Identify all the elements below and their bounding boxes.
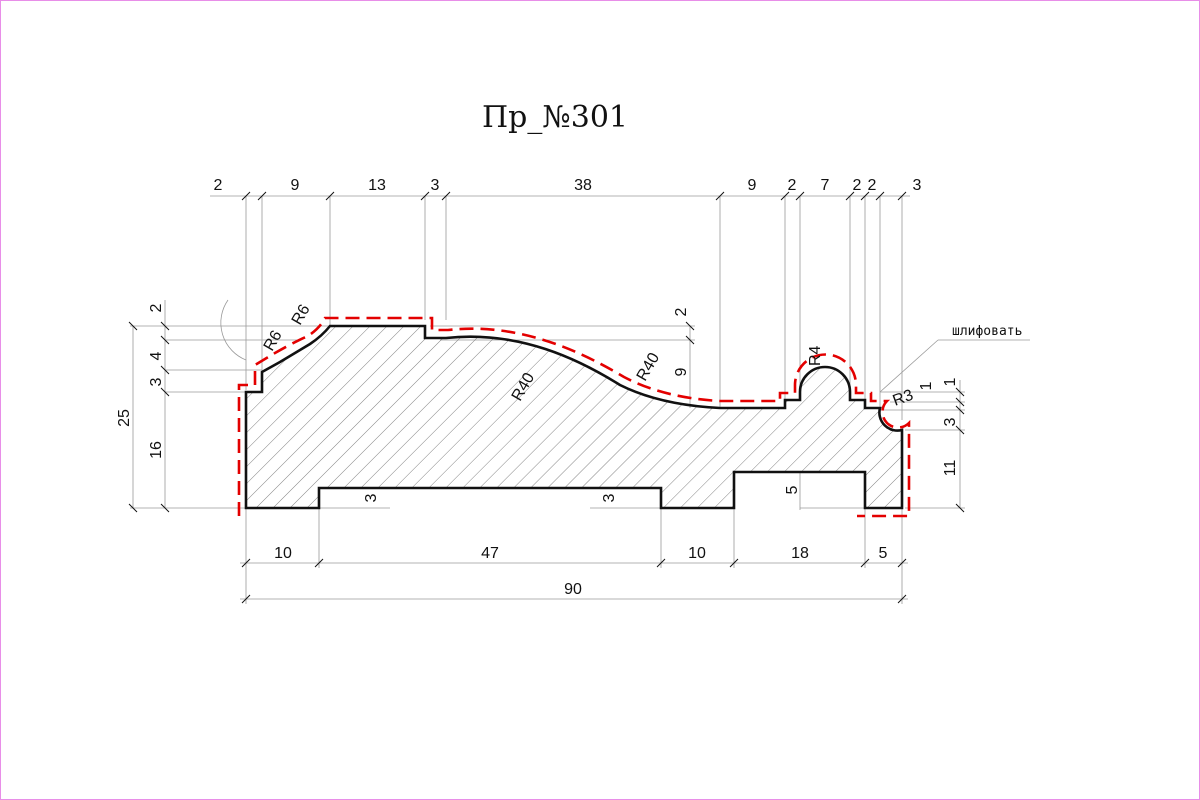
dim-top-7: 2 bbox=[788, 177, 797, 194]
dim-top-11: 3 bbox=[913, 177, 922, 194]
dim-inner-2: 3 bbox=[601, 493, 618, 502]
finishing-outline bbox=[237, 316, 911, 518]
dim-total: 90 bbox=[564, 581, 582, 598]
dim-left-3: 3 bbox=[148, 377, 165, 386]
dim-bottom-1: 10 bbox=[274, 545, 292, 562]
bottom-dimension-row: 10 47 10 18 5 90 bbox=[274, 545, 887, 598]
dim-top-6: 9 bbox=[748, 177, 757, 194]
left-dimension-column: 2 4 3 25 16 bbox=[116, 303, 165, 458]
dim-left-1: 2 bbox=[148, 303, 165, 312]
dim-top-10: 2 bbox=[868, 177, 877, 194]
radius-label-1: R6 bbox=[289, 302, 314, 328]
dim-inner-5: 9 bbox=[673, 367, 690, 376]
dim-top-8: 7 bbox=[821, 177, 830, 194]
extension-lines bbox=[130, 195, 1030, 604]
dim-bottom-5: 5 bbox=[879, 545, 888, 562]
right-dimension-column: 1 1 3 11 bbox=[918, 377, 959, 476]
dim-left-4: 25 bbox=[116, 409, 133, 427]
dim-right-2: 1 bbox=[918, 381, 935, 390]
dim-top-9: 2 bbox=[853, 177, 862, 194]
dim-bottom-4: 18 bbox=[791, 545, 809, 562]
radius-label-4: R40 bbox=[634, 350, 663, 384]
dim-top-5: 38 bbox=[574, 177, 592, 194]
dim-right-3: 3 bbox=[942, 417, 959, 426]
dim-inner-3: 5 bbox=[784, 485, 801, 494]
dim-top-3: 13 bbox=[368, 177, 386, 194]
dim-right-4: 11 bbox=[942, 460, 959, 477]
grinding-note: шлифовать bbox=[952, 324, 1022, 339]
dim-bottom-2: 47 bbox=[481, 545, 499, 562]
dim-top-1: 2 bbox=[214, 177, 223, 194]
profile-section bbox=[244, 324, 904, 510]
dim-inner-4: 2 bbox=[673, 307, 690, 316]
dim-left-2: 4 bbox=[148, 351, 165, 360]
radius-label-6: R3 bbox=[891, 387, 916, 410]
top-dimension-row: 2 9 13 3 38 9 2 7 2 2 3 bbox=[214, 177, 922, 194]
dim-inner-1: 3 bbox=[363, 493, 380, 502]
dim-bottom-3: 10 bbox=[688, 545, 706, 562]
radius-label-5: R4 bbox=[807, 345, 824, 366]
dim-left-5: 16 bbox=[148, 441, 165, 459]
dimension-ticks bbox=[128, 191, 965, 604]
inner-dimensions: 3 3 5 2 9 bbox=[363, 307, 801, 502]
dim-right-1: 1 bbox=[942, 377, 959, 386]
drawing-title: Пр_№301 bbox=[481, 100, 628, 135]
dim-top-4: 3 bbox=[431, 177, 440, 194]
dim-top-2: 9 bbox=[291, 177, 300, 194]
